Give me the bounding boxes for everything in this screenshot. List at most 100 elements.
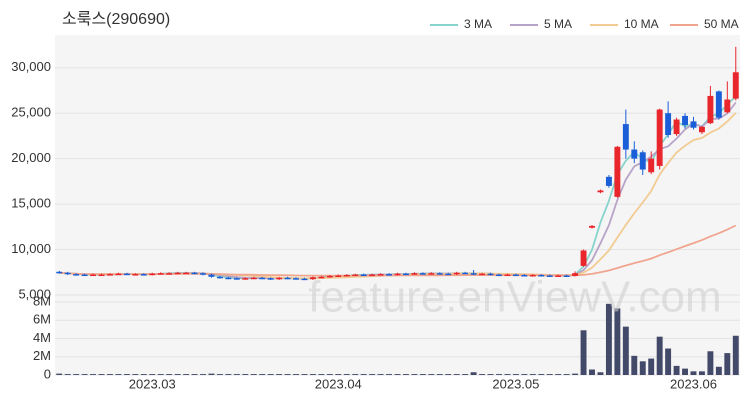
candle-body <box>81 274 88 277</box>
candle-body <box>673 119 680 135</box>
volume-bar <box>309 374 316 375</box>
volume-bar <box>90 374 97 375</box>
candle-body <box>284 277 291 280</box>
volume-bar <box>673 365 680 375</box>
candle-body <box>123 273 130 276</box>
volume-bar <box>56 373 63 375</box>
volume-bar <box>707 351 714 375</box>
volume-bar <box>698 371 705 375</box>
volume-bar <box>242 374 249 375</box>
candle-body <box>216 276 223 279</box>
volume-bar <box>157 374 164 375</box>
volume-bar <box>580 330 587 375</box>
volume-bar <box>166 374 173 375</box>
candle-body <box>605 176 612 186</box>
volume-bar <box>487 374 494 375</box>
volume-bar <box>496 374 502 375</box>
candle-body <box>242 278 249 280</box>
candle-body <box>470 273 477 275</box>
volume-bar <box>233 374 240 375</box>
candle-body <box>191 272 198 275</box>
candle-body <box>462 272 469 275</box>
volume-bar <box>682 368 688 375</box>
volume-bar <box>453 374 460 375</box>
volume-bar <box>546 374 553 375</box>
volume-bar <box>318 374 325 375</box>
volume-bar <box>724 353 731 375</box>
volume-bar <box>132 374 139 375</box>
volume-bar <box>639 361 646 375</box>
candle-body <box>555 275 562 277</box>
candle-body <box>394 273 401 276</box>
volume-bar <box>183 374 190 375</box>
watermark: feature.enViewV.com <box>308 273 721 322</box>
candle-body <box>267 278 274 280</box>
candle-body <box>259 277 266 280</box>
candle-body <box>512 274 519 277</box>
volume-bar <box>276 374 283 375</box>
volume-bar <box>284 374 291 375</box>
y-tick-label: 8M <box>33 293 51 308</box>
candle-body <box>174 272 181 275</box>
volume-bar <box>665 348 672 375</box>
legend-label: 10 MA <box>624 17 659 31</box>
volume-bar <box>436 374 443 375</box>
candle-body <box>580 250 587 266</box>
volume-bar <box>428 374 435 375</box>
y-tick-label: 2M <box>33 348 51 363</box>
y-tick-label: 10,000 <box>11 241 51 256</box>
volume-bar <box>98 374 105 375</box>
y-tick-label: 6M <box>33 312 51 327</box>
candle-body <box>698 126 705 133</box>
volume-bar <box>386 374 393 375</box>
candle-body <box>665 113 672 135</box>
y-tick-label: 4M <box>33 330 51 345</box>
volume-bar <box>267 374 274 375</box>
candle-body <box>732 72 739 99</box>
volume-bar <box>250 374 257 375</box>
candle-body <box>614 146 621 197</box>
y-tick-label: 20,000 <box>11 150 51 165</box>
candle-body <box>622 124 629 150</box>
volume-bar <box>216 374 223 375</box>
volume-bar <box>123 374 130 375</box>
volume-bar <box>419 374 426 375</box>
volume-bar <box>529 374 536 375</box>
volume-bar <box>64 374 71 375</box>
volume-bar <box>622 326 629 375</box>
volume-bar <box>191 374 198 375</box>
candle-body <box>436 273 443 275</box>
volume-bar <box>597 372 604 375</box>
y-tick-label: 25,000 <box>11 105 51 120</box>
candle-body <box>208 274 215 277</box>
volume-bar <box>352 374 359 375</box>
volume-bar <box>259 374 266 375</box>
candle-body <box>589 225 595 228</box>
candle-body <box>200 273 206 275</box>
volume-bar <box>369 374 376 375</box>
candle-body <box>521 275 528 277</box>
candle-body <box>225 277 232 280</box>
candle-body <box>529 275 536 277</box>
candle-body <box>563 275 570 277</box>
volume-bar <box>225 374 232 375</box>
candle-body <box>250 277 257 280</box>
candle-body <box>546 275 553 277</box>
candle-body <box>411 273 418 275</box>
candle-body <box>276 277 283 280</box>
x-tick-label: 2023.05 <box>492 376 539 391</box>
volume-bar <box>715 366 722 375</box>
candle-body <box>183 272 190 275</box>
candle-body <box>724 99 731 113</box>
candle-body <box>715 91 722 118</box>
volume-bar <box>73 374 80 375</box>
candle-body <box>326 275 333 278</box>
volume-bar <box>411 374 418 375</box>
candle-body <box>504 274 511 277</box>
volume-bar <box>538 374 545 375</box>
candle-body <box>73 274 80 276</box>
volume-bar <box>445 374 452 375</box>
volume-bar <box>335 374 342 375</box>
candle-body <box>343 275 350 277</box>
volume-bar <box>504 374 511 375</box>
